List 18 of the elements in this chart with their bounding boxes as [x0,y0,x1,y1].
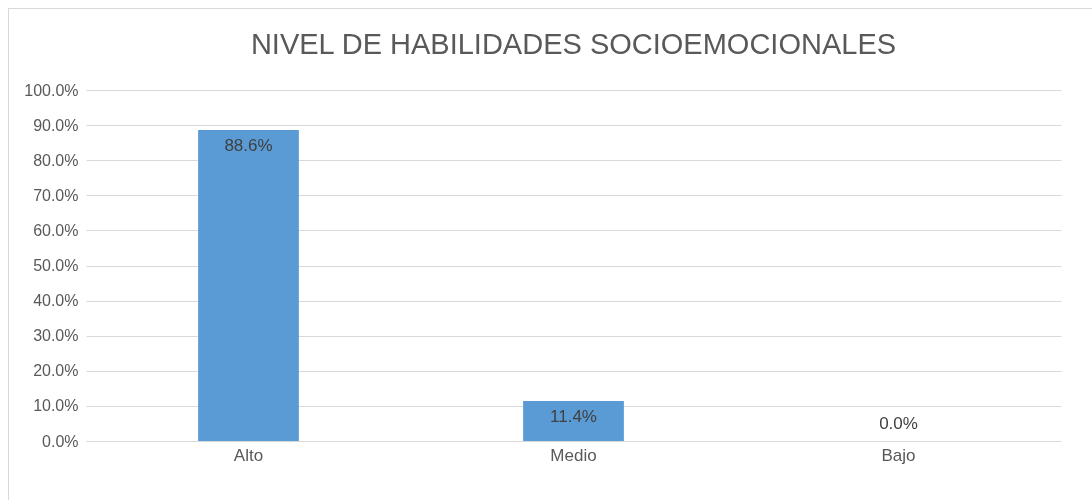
y-tick-label: 0.0% [42,432,79,450]
y-tick-label: 20.0% [33,362,79,380]
y-tick-label: 70.0% [33,186,79,204]
y-tick-label: 80.0% [33,151,79,169]
y-tick-label: 90.0% [33,116,79,134]
x-tick-label: Alto [233,445,264,465]
data-label: 0.0% [879,414,918,433]
y-tick-label: 40.0% [33,292,79,310]
data-label: 88.6% [224,136,273,156]
y-tick-label: 30.0% [33,327,79,345]
y-tick-label: 50.0% [33,257,79,274]
chart-title: NIVEL DE HABILIDADES SOCIOEMOCIONALES [250,28,897,60]
data-label: 11.4% [550,406,597,426]
y-tick-label: 60.0% [33,221,79,239]
y-tick-label: 100.0% [24,81,79,99]
x-tick-label: Medio [550,445,597,465]
x-tick-label: Bajo [881,445,916,465]
y-tick-label: 10.0% [33,397,79,415]
